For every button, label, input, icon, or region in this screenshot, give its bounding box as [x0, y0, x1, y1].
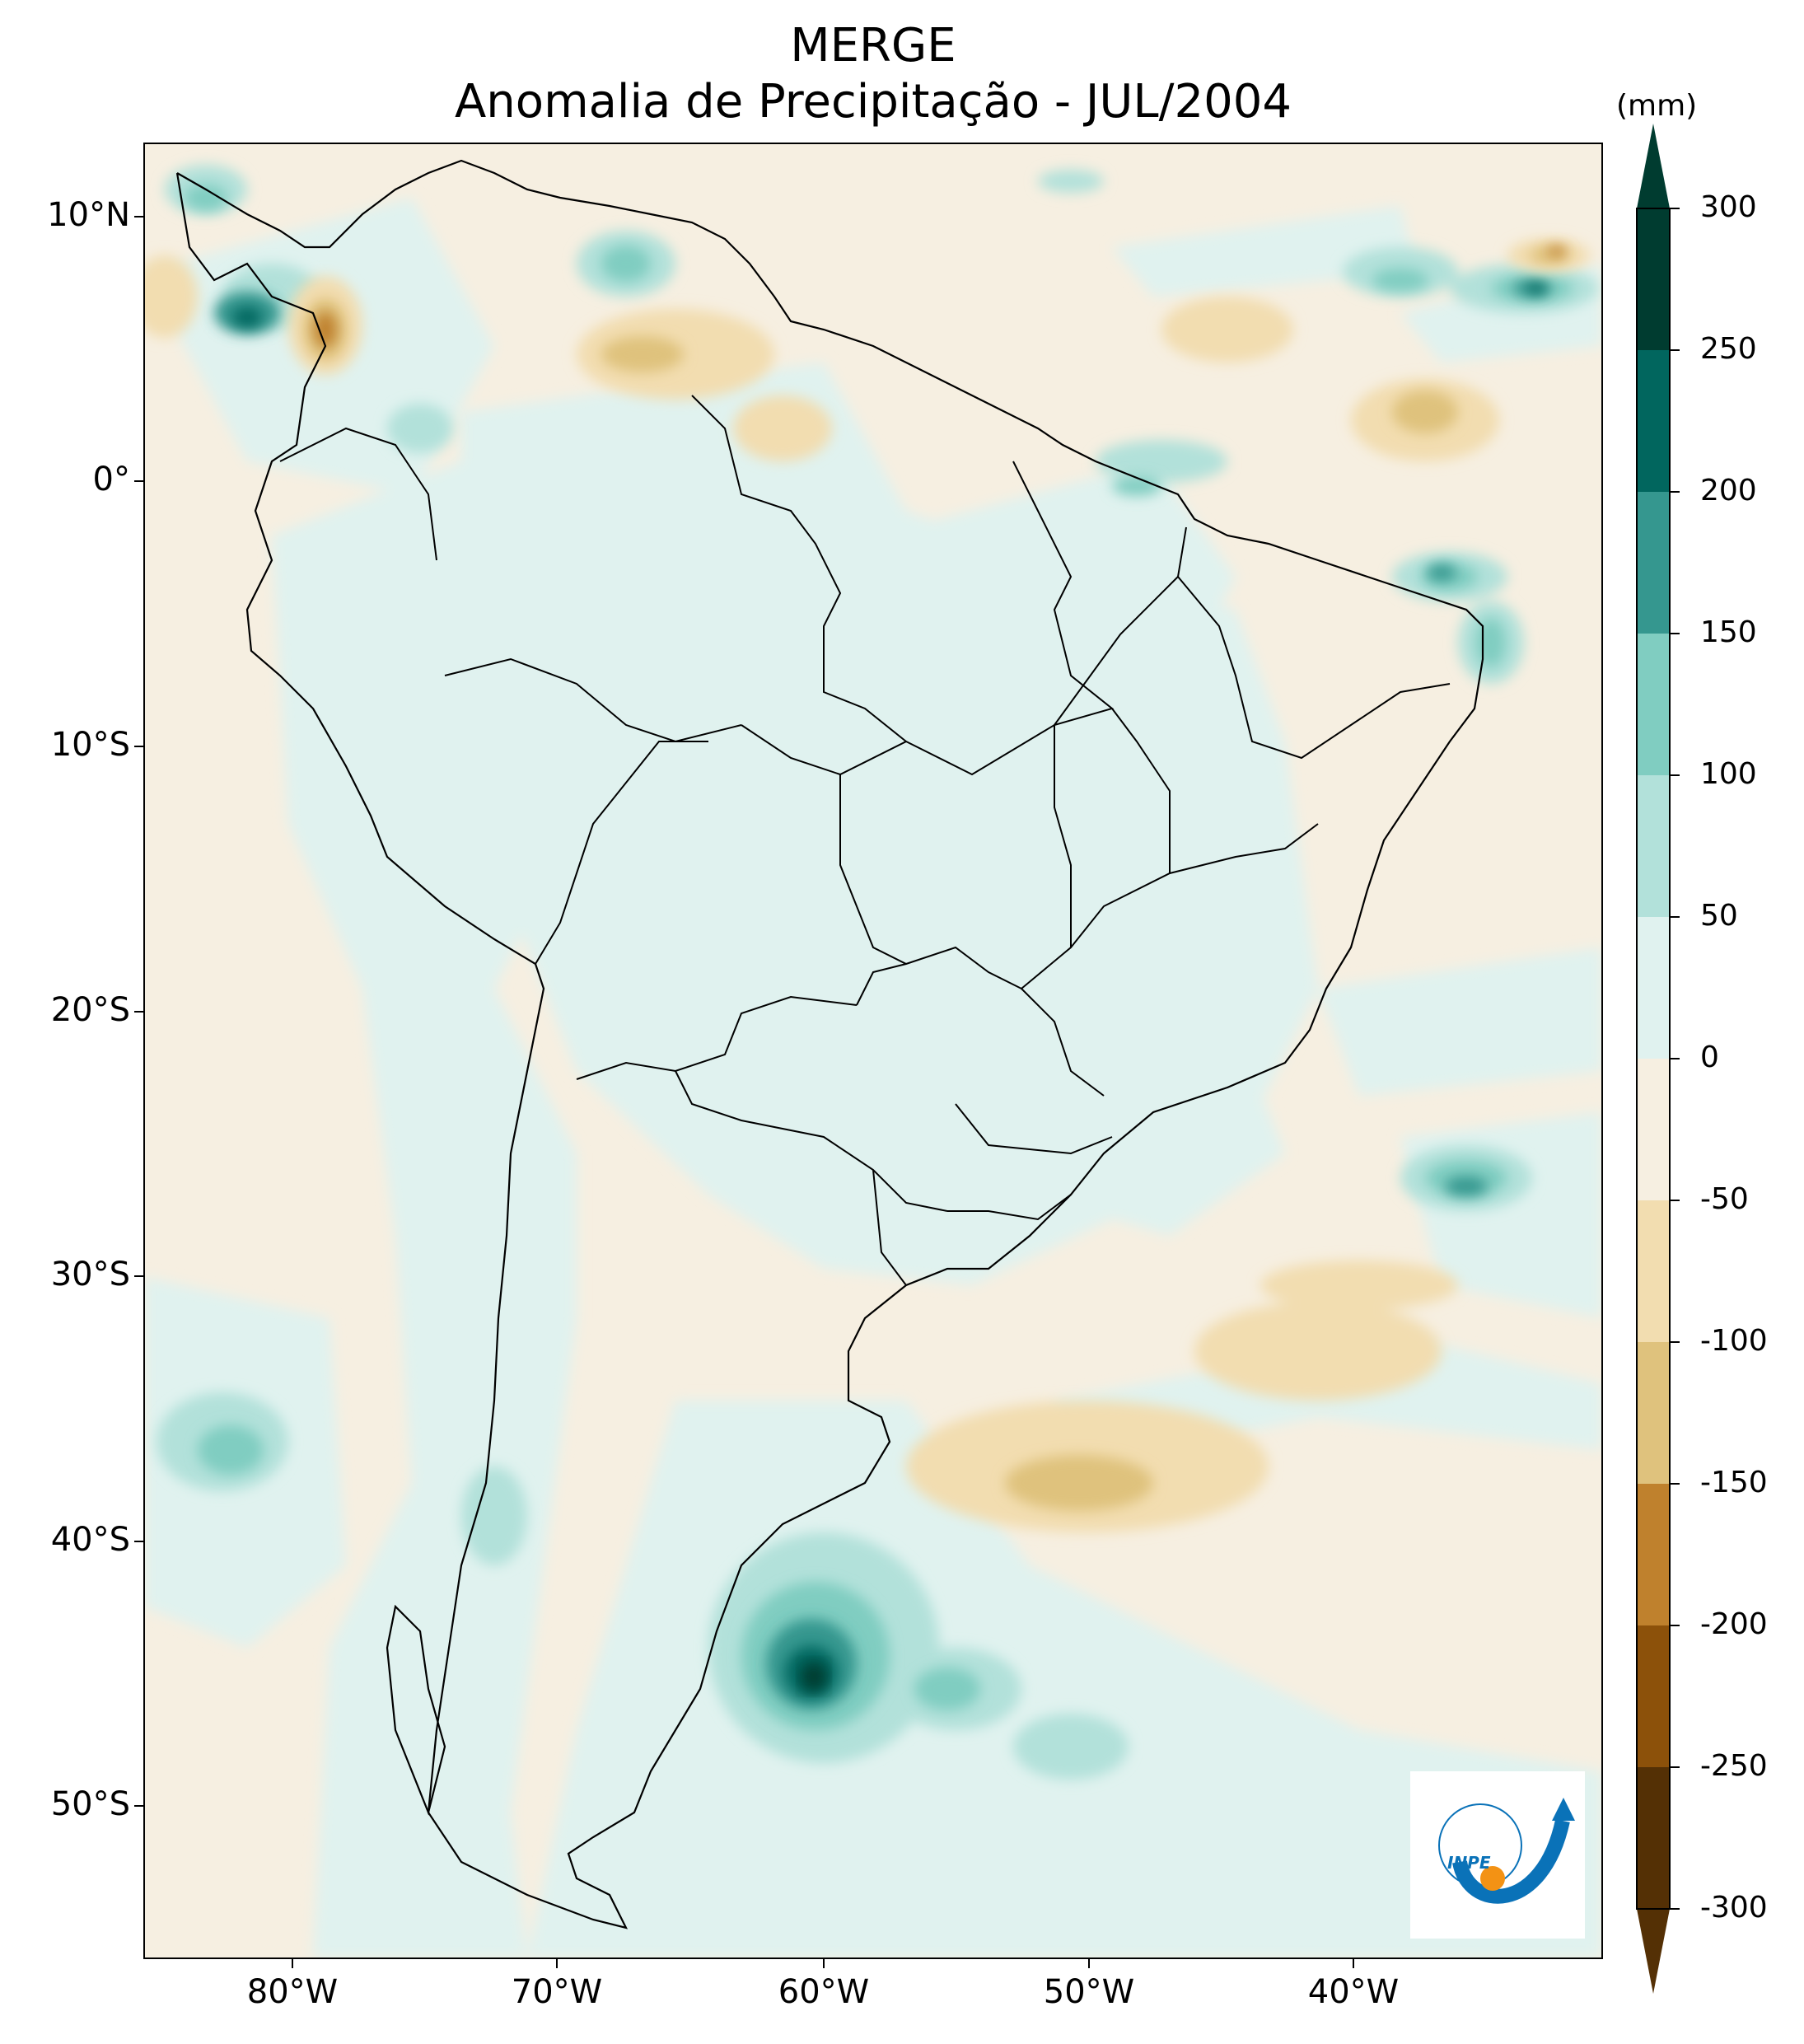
lat-label-20s: 20°S [50, 991, 130, 1029]
colorbar-tick-label: 250 [1700, 332, 1757, 366]
colorbar-swatch [1637, 917, 1670, 1059]
colorbar-tick-label: -50 [1700, 1182, 1749, 1216]
colorbar-tick-label: -100 [1700, 1324, 1768, 1358]
colorbar-swatch [1637, 1484, 1670, 1626]
lon-label-50w: 50°W [1043, 1973, 1135, 2011]
colorbar-swatch [1637, 775, 1670, 918]
colorbar-swatch [1637, 1625, 1670, 1768]
inpe-logo-text: INPE [1447, 1853, 1491, 1873]
colorbar-units: (mm) [1616, 89, 1698, 123]
colorbar-tick-label: 50 [1700, 899, 1738, 933]
colorbar-tick-label: 150 [1700, 615, 1757, 649]
colorbar-swatch [1637, 1200, 1670, 1343]
colorbar-tick-label: 200 [1700, 474, 1757, 507]
colorbar-extend-top [1637, 124, 1670, 208]
coastline [175, 159, 1484, 1929]
colorbar-swatch [1637, 350, 1670, 493]
colorbar-tick-label: -300 [1700, 1891, 1768, 1925]
precipitation-anomaly-field [144, 143, 1602, 1958]
lat-label-10n: 10°N [47, 196, 130, 234]
colorbar-swatch [1637, 1342, 1670, 1485]
lat-label-30s: 30°S [50, 1256, 130, 1293]
inpe-logo-graphic: INPE [1438, 1798, 1575, 1904]
inpe-logo: INPE [1410, 1771, 1585, 1939]
lon-label-80w: 80°W [246, 1973, 339, 2011]
colorbar [1636, 124, 1680, 1994]
colorbar-swatch [1637, 634, 1670, 776]
colorbar-swatch [1637, 492, 1670, 634]
lon-label-60w: 60°W [778, 1973, 870, 2011]
lon-label-40w: 40°W [1307, 1973, 1400, 2011]
lon-label-70w: 70°W [511, 1973, 603, 2011]
colorbar-tick-label: -150 [1700, 1466, 1768, 1499]
lat-label-40s: 40°S [50, 1521, 130, 1559]
colorbar-swatch [1637, 1059, 1670, 1201]
colorbar-tick-label: 300 [1700, 190, 1757, 224]
colorbar-swatch [1637, 208, 1670, 351]
lat-label-50s: 50°S [50, 1785, 130, 1823]
colorbar-tick-label: -250 [1700, 1749, 1768, 1783]
colorbar-tick-label: -200 [1700, 1607, 1768, 1641]
colorbar-extend-bottom [1637, 1909, 1670, 1994]
map-title: MERGE [790, 19, 956, 72]
lat-label-0: 0° [92, 461, 130, 498]
lat-label-10s: 10°S [50, 726, 130, 764]
political-borders [279, 395, 1451, 1286]
colorbar-tick-label: 0 [1700, 1041, 1719, 1074]
map-subtitle: Anomalia de Precipitação - JUL/2004 [455, 75, 1292, 129]
axis-ticks [134, 216, 1354, 1968]
colorbar-swatch [1637, 1767, 1670, 1910]
colorbar-tick-label: 100 [1700, 757, 1757, 791]
